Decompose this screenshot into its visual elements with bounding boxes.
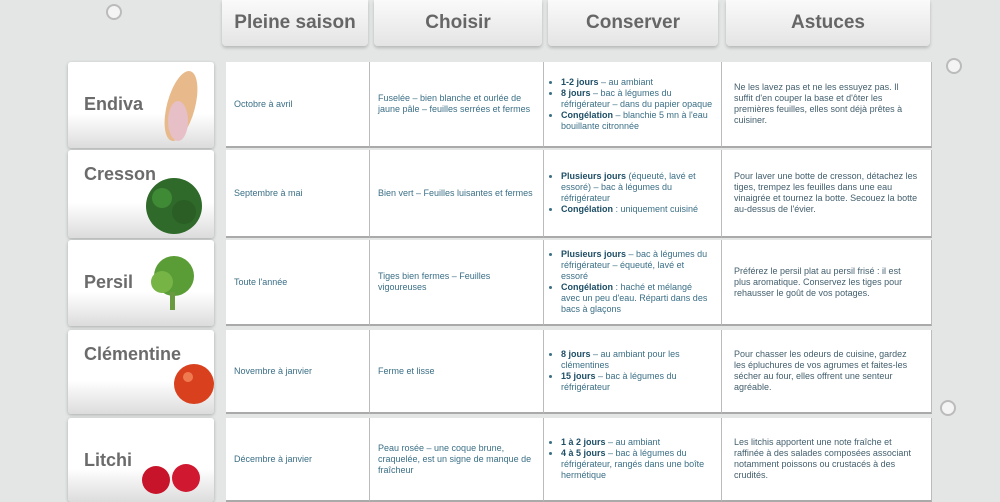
storage-item: 8 jours – bac à légumes du réfrigérateur… [561, 88, 713, 110]
header-conserver: Conserver [548, 0, 718, 46]
header-choisir: Choisir [374, 0, 542, 46]
row-label-0[interactable]: Endiva [68, 62, 214, 148]
binder-ring [940, 400, 956, 416]
produce-image [144, 252, 204, 317]
cell-choisir: Bien vert – Feuilles luisantes et fermes [370, 150, 544, 238]
produce-name: Cresson [84, 164, 157, 184]
binder-ring [946, 58, 962, 74]
storage-item: Congélation : uniquement cuisiné [561, 204, 713, 215]
produce-image [172, 362, 216, 411]
cell-choisir: Fuselée – bien blanche et ourlée de jaun… [370, 62, 544, 148]
header-astuces: Astuces [726, 0, 930, 46]
produce-image [140, 460, 204, 501]
cell-saison: Décembre à janvier [226, 418, 370, 502]
storage-item: 15 jours – bac à légumes du réfrigérateu… [561, 371, 713, 393]
produce-name: Litchi [84, 450, 132, 470]
cell-astuces: Pour chasser les odeurs de cuisine, gard… [722, 330, 932, 414]
row-label-3[interactable]: Clémentine [68, 330, 214, 414]
cell-saison: Toute l'année [226, 240, 370, 326]
row-label-4[interactable]: Litchi [68, 418, 214, 502]
cell-choisir: Peau rosée – une coque brune, craquelée,… [370, 418, 544, 502]
cell-astuces: Pour laver une botte de cresson, détache… [722, 150, 932, 238]
storage-item: 8 jours – au ambiant pour les clémentine… [561, 349, 713, 371]
cell-conserver: Plusieurs jours (équeuté, lavé et essoré… [544, 150, 722, 238]
cell-astuces: Les litchis apportent une note fraîche e… [722, 418, 932, 502]
produce-name: Clémentine [84, 344, 182, 364]
storage-item: Congélation – blanchie 5 mn à l'eau boui… [561, 110, 713, 132]
cell-conserver: 1-2 jours – au ambiant8 jours – bac à lé… [544, 62, 722, 148]
storage-item: Plusieurs jours – bac à légumes du réfri… [561, 249, 713, 282]
cell-astuces: Préférez le persil plat au persil frisé … [722, 240, 932, 326]
produce-name: Endiva [84, 94, 144, 114]
storage-item: Congélation : haché et mélangé avec un p… [561, 282, 713, 315]
produce-image [140, 176, 208, 241]
cell-conserver: Plusieurs jours – bac à légumes du réfri… [544, 240, 722, 326]
cell-conserver: 1 à 2 jours – au ambiant4 à 5 jours – ba… [544, 418, 722, 502]
produce-image [156, 66, 206, 151]
storage-item: Plusieurs jours (équeuté, lavé et essoré… [561, 171, 713, 204]
storage-item: 1-2 jours – au ambiant [561, 77, 713, 88]
cell-saison: Novembre à janvier [226, 330, 370, 414]
cell-conserver: 8 jours – au ambiant pour les clémentine… [544, 330, 722, 414]
produce-name: Persil [84, 272, 134, 292]
row-label-2[interactable]: Persil [68, 240, 214, 326]
header-pleine-saison: Pleine saison [222, 0, 368, 46]
binder-ring [106, 4, 122, 20]
storage-item: 4 à 5 jours – bac à légumes du réfrigéra… [561, 448, 713, 481]
cell-choisir: Tiges bien fermes – Feuilles vigoureuses [370, 240, 544, 326]
cell-astuces: Ne les lavez pas et ne les essuyez pas. … [722, 62, 932, 148]
cell-choisir: Ferme et lisse [370, 330, 544, 414]
cell-saison: Octobre à avril [226, 62, 370, 148]
cell-saison: Septembre à mai [226, 150, 370, 238]
row-label-1[interactable]: Cresson [68, 150, 214, 238]
storage-item: 1 à 2 jours – au ambiant [561, 437, 713, 448]
